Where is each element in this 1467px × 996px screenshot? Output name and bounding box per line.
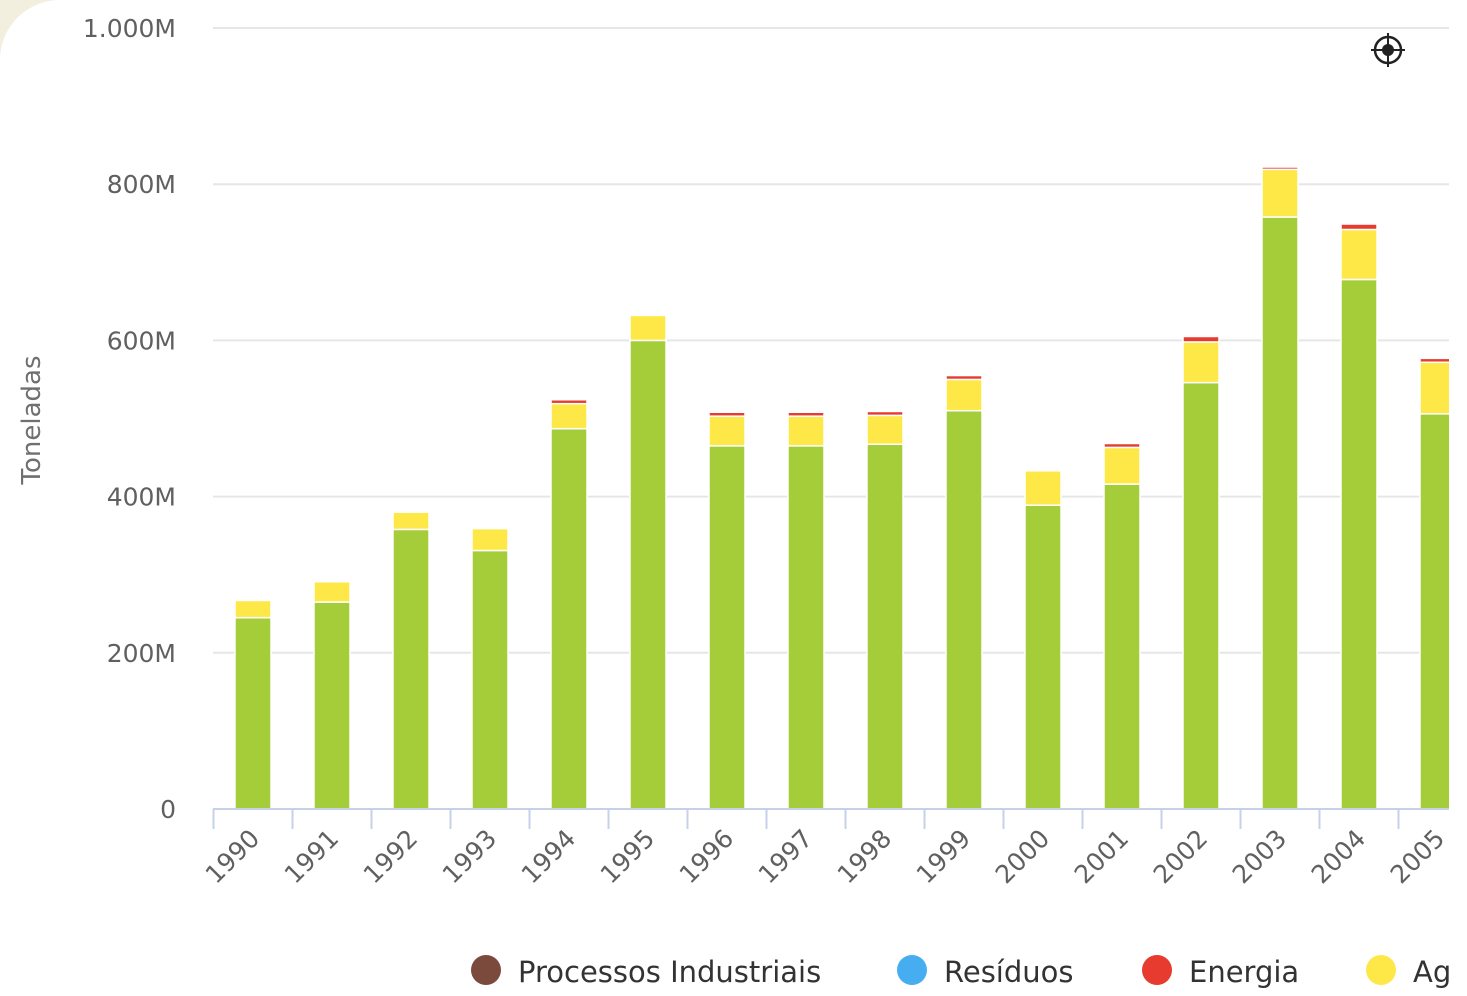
bar-segment [629,314,667,342]
bar-segment [392,511,430,531]
legend-label: Energia [1189,955,1299,989]
x-axis-ticks: 1990 1991 1992 1993 1994 1995 1996 1997 1998 1999… [200,824,1450,889]
x-tick-label: 1991 [279,824,344,889]
bar-segment [629,339,667,810]
bar-segment [1103,483,1141,810]
bar-segment [866,414,904,446]
x-tick-label: 2004 [1306,824,1371,889]
x-tick-label: 2001 [1069,824,1134,889]
x-tick-label: 1999 [911,824,976,889]
bar-segment [866,443,904,810]
bar-segment [234,599,272,619]
bar-segment [1103,442,1141,449]
bar-segment [234,616,272,810]
bar-segment [313,601,351,810]
x-tick-label: 1992 [358,824,423,889]
bar-segment [708,415,746,447]
x-tick-label: 2002 [1148,824,1213,889]
legend-label: Processos Industriais [518,955,821,989]
bar-segment [1103,446,1141,485]
y-tick-label: 0 [160,795,176,824]
bar-segment [1024,504,1062,810]
legend-marker [1142,955,1172,985]
y-axis-label: Toneladas [17,356,47,486]
legend-marker [471,955,501,985]
x-tick-label: 1993 [437,824,502,889]
bar-segment [708,411,746,417]
x-tick-label: 2005 [1385,824,1450,889]
bar-segment [787,411,825,417]
bar-segment [1261,216,1299,810]
bar-segment [1182,381,1220,810]
crosshair-icon[interactable] [1371,33,1405,67]
gridlines [213,27,1467,654]
bar-segment [471,527,509,552]
bar-segment [787,445,825,810]
bar-segment [1261,168,1299,218]
bar-segment [1024,470,1062,506]
bar-segment [787,415,825,447]
y-axis-ticks: 0 200M 400M 600M 800M 1.000M [83,14,176,824]
bar-segment [313,580,351,603]
bar-segment [550,427,588,810]
bar-segment [471,549,509,810]
bar-segment [392,528,430,810]
bar-segment [1182,341,1220,384]
y-tick-label: 800M [107,170,176,199]
bar-segment [1182,335,1220,343]
x-tick-label: 1990 [200,824,265,889]
x-tick-label: 1994 [516,824,581,889]
legend-label: Ag [1413,955,1451,989]
x-tick-label: 1995 [595,824,660,889]
legend-marker [897,955,927,985]
bar-segment [708,445,746,810]
y-tick-label: 400M [107,483,176,512]
bar-segment [945,374,983,381]
bar-series [234,166,1457,810]
x-tick-label: 1996 [674,824,739,889]
bar-segment [550,399,588,405]
legend-marker [1366,955,1396,985]
bar-segment [1340,228,1378,281]
x-tick-label: 2003 [1227,824,1292,889]
bar-segment [550,402,588,430]
y-tick-label: 200M [107,639,176,668]
legend-label: Resíduos [944,955,1074,989]
x-tick-label: 2000 [990,824,1055,889]
y-tick-label: 1.000M [83,14,176,43]
x-tick-label: 1997 [753,824,818,889]
bar-segment [866,410,904,417]
bar-segment [945,409,983,810]
bar-segment [1261,166,1299,171]
x-axis [212,808,1467,829]
bar-segment [945,378,983,412]
right-edge [1449,0,1467,996]
x-tick-label: 1998 [832,824,897,889]
bar-segment [1340,223,1378,231]
y-tick-label: 600M [107,326,176,355]
legend: Processos Industriais Resíduos Energia Ag [471,955,1451,989]
bar-segment [1340,278,1378,810]
